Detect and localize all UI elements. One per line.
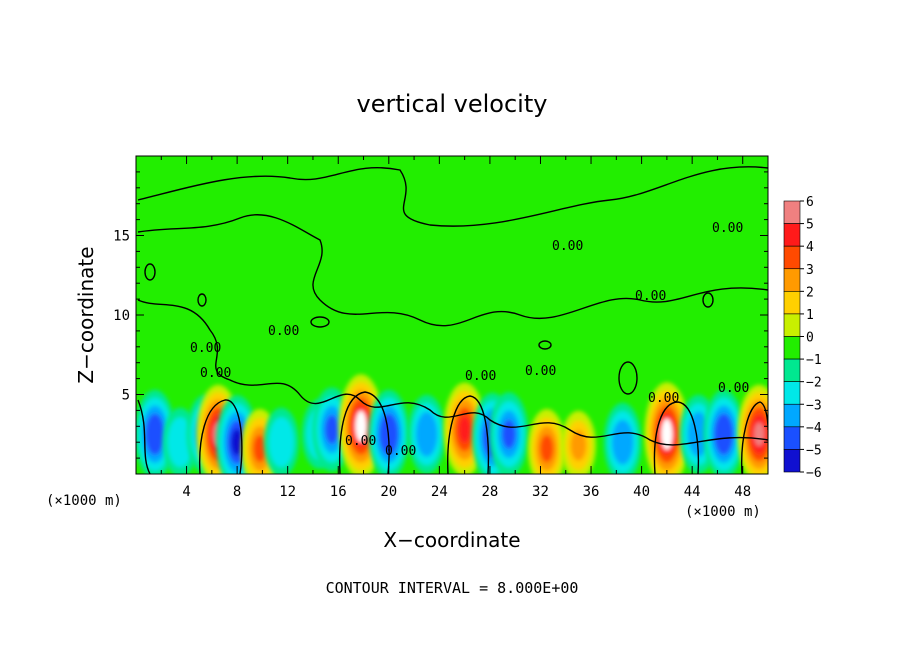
contour-label: 0.00: [385, 444, 416, 459]
colorbar-swatch: [783, 313, 801, 337]
chart-title: vertical velocity: [357, 90, 548, 118]
contour-label: 0.00: [345, 434, 376, 449]
colorbar-swatch: [783, 291, 801, 315]
velocity-cell: [407, 394, 446, 474]
x-tick-label: 24: [431, 484, 448, 500]
contour-label: 0.00: [465, 369, 496, 384]
colorbar-swatch: [783, 200, 801, 224]
x-tick-label: 20: [380, 484, 397, 500]
colorbar-swatch: [783, 268, 801, 292]
velocity-cell: [737, 384, 768, 474]
colorbar-swatch: [783, 245, 801, 270]
contour-line: [137, 299, 768, 446]
velocity-cell: [603, 402, 642, 474]
colorbar-label: 2: [806, 285, 814, 300]
x-unit-right: (×1000 m): [685, 504, 761, 520]
x-unit-left: (×1000 m): [46, 493, 122, 509]
contour-label: 0.00: [200, 366, 231, 381]
contour-label: 0.00: [525, 364, 556, 379]
contour-line: [618, 361, 638, 395]
plot-area: 0.00 0.00 0.00 0.00 0.00 0.00 0.00 0.00 0.00 0.00…: [135, 155, 769, 475]
colorbar-label: −5: [806, 443, 822, 458]
velocity-cell: [263, 407, 299, 474]
contour-line: [653, 401, 700, 474]
contour-line: [740, 401, 768, 474]
y-tick-label: 10: [113, 308, 130, 324]
colorbar-label: 6: [806, 195, 814, 210]
colorbar-label: 0: [806, 331, 814, 346]
colorbar-swatch: [783, 426, 801, 450]
x-tick-label: 40: [633, 484, 650, 500]
contour-line: [137, 166, 768, 227]
colorbar-label: −3: [806, 398, 822, 413]
colorbar-swatch: [783, 223, 801, 247]
velocity-cell: [644, 382, 690, 474]
contour-label: 0.00: [190, 341, 221, 356]
y-tick-label: 15: [113, 229, 130, 245]
y-axis-label: Z−coordinate: [74, 246, 98, 383]
contour-label: 0.00: [712, 221, 743, 236]
x-axis: 4 8 12 16 20 24 28 32 36 40 44 48: [160, 156, 751, 500]
x-tick-label: 8: [233, 484, 241, 500]
velocity-cell: [489, 392, 529, 474]
colorbar-label: 1: [806, 308, 814, 323]
contour-label: 0.00: [635, 289, 666, 304]
contour-line: [198, 399, 243, 474]
colorbar-swatch: [783, 336, 801, 360]
contour-line: [538, 340, 552, 350]
colorbar-label: −1: [806, 353, 822, 368]
colorbar-swatch: [783, 403, 801, 428]
x-tick-label: 28: [481, 484, 498, 500]
colorbar-label: 5: [806, 218, 814, 233]
contour-line: [338, 391, 390, 474]
x-tick-label: 44: [684, 484, 701, 500]
velocity-cell: [560, 410, 596, 474]
x-tick-label: 48: [734, 484, 751, 500]
contour-label: 0.00: [268, 324, 299, 339]
contour-label: 0.00: [552, 239, 583, 254]
contour-line: [137, 399, 151, 474]
colorbar: 6 5 4 3 2 1 0 −1 −2 −3 −4 −5 −6: [783, 195, 822, 481]
colorbar-label: −4: [806, 421, 822, 436]
colorbar-label: 3: [806, 263, 814, 278]
colorbar-label: −6: [806, 466, 822, 481]
y-tick-label: 5: [122, 388, 130, 404]
contour-line: [447, 395, 490, 474]
colorbar-swatch: [783, 449, 801, 473]
contour-label: 0.00: [648, 391, 679, 406]
x-tick-label: 4: [182, 484, 190, 500]
x-tick-label: 36: [583, 484, 600, 500]
contour-interval-note: CONTOUR INTERVAL = 8.000E+00: [326, 579, 579, 597]
velocity-cell: [703, 389, 745, 474]
colorbar-swatch: [783, 358, 801, 382]
contour-line: [310, 316, 330, 328]
x-axis-label: X−coordinate: [383, 528, 520, 552]
contour-line: [702, 292, 714, 308]
colorbar-swatch: [783, 381, 801, 405]
contour-label: 0.00: [718, 381, 749, 396]
contour-line: [137, 214, 768, 327]
colorbar-label: −2: [806, 376, 822, 391]
y-axis: 5 10 15: [113, 171, 768, 459]
x-tick-label: 16: [330, 484, 347, 500]
contour-line: [197, 293, 207, 307]
colorbar-label: 4: [806, 240, 814, 255]
velocity-cell: [527, 409, 566, 474]
velocity-cell: [443, 382, 486, 474]
contour-line: [144, 263, 156, 281]
x-tick-label: 32: [532, 484, 549, 500]
x-tick-label: 12: [279, 484, 296, 500]
